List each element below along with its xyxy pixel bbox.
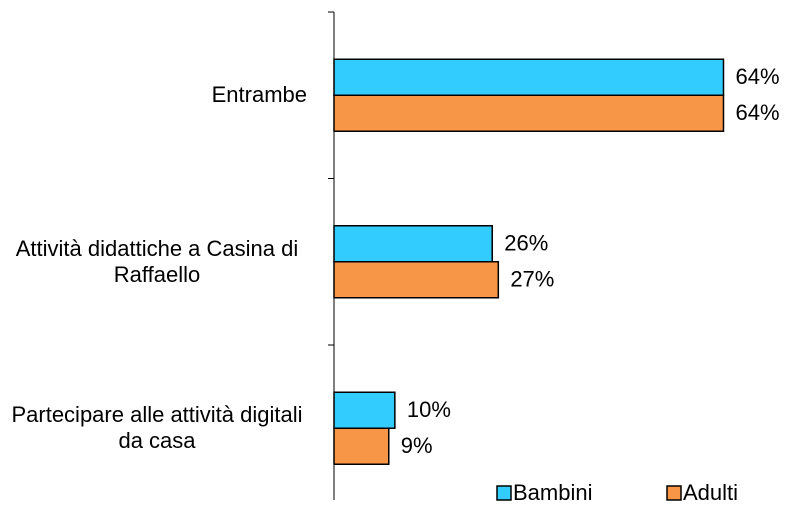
bar [333,225,493,263]
legend-swatch [666,485,682,501]
category-label: Partecipare alle attività digitali da ca… [11,402,303,454]
bar [333,427,390,465]
legend-label: Adulti [683,480,738,505]
value-label: 27% [510,267,554,292]
bar [333,261,500,299]
value-label: 64% [735,64,779,89]
bar [333,391,396,429]
value-label: 10% [407,397,451,422]
value-label: 26% [504,231,548,256]
legend-label: Bambini [513,480,592,505]
value-label: 9% [401,433,433,458]
category-label: Entrambe [211,82,307,108]
bar [333,94,725,132]
bar [333,58,725,96]
legend-swatch [496,485,512,501]
category-label: Attività didattiche a Casina di Raffaell… [15,235,299,287]
value-label: 64% [735,100,779,125]
